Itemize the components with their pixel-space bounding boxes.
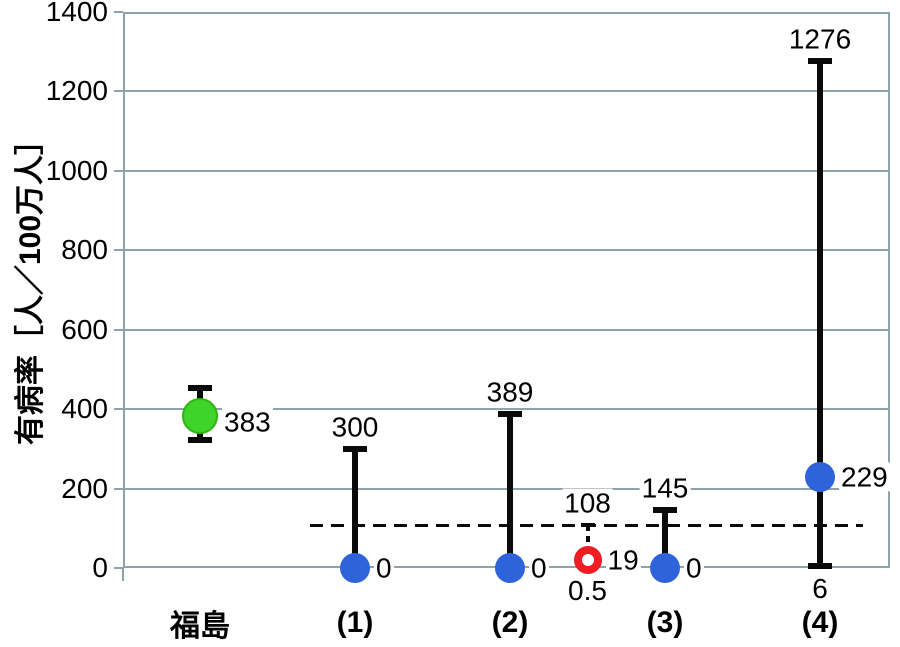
gridline <box>123 169 890 172</box>
error-cap-top-fukushima <box>188 385 212 392</box>
error-cap-top-group-1 <box>343 445 367 452</box>
value-label-group-2: 0 <box>529 552 549 584</box>
marker-fukushima <box>182 397 218 434</box>
error-bar-group-2 <box>507 413 513 568</box>
y-tick <box>114 567 123 569</box>
y-tick-label: 0 <box>92 552 108 583</box>
y-tick-label: 800 <box>61 234 108 266</box>
ci-high-label-group-2: 389 <box>484 376 536 408</box>
y-tick-label: 600 <box>61 313 108 345</box>
ci-high-label-group-1: 300 <box>329 411 381 443</box>
y-tick-label: 200 <box>61 472 108 504</box>
x-axis-label-2: (2) <box>491 606 529 639</box>
error-bar-group-1 <box>352 448 358 568</box>
y-tick <box>114 328 123 331</box>
ci-low-label-group-4: 6 <box>810 572 830 604</box>
y-tick-label: 1200 <box>45 75 108 107</box>
x-axis-label-1: (1) <box>336 606 374 639</box>
error-cap-top-group-3 <box>653 507 677 514</box>
value-label-group-1: 0 <box>374 552 394 584</box>
ci-high-label-group-3: 145 <box>639 473 691 505</box>
y-tick <box>114 169 123 172</box>
error-bar-dashed-unlabeled-open-point <box>585 525 590 549</box>
y-tick <box>114 487 123 490</box>
gridline <box>123 487 890 490</box>
gridline <box>123 328 890 331</box>
ci-high-label-group-4: 1276 <box>786 23 854 55</box>
marker-group-1 <box>340 553 370 583</box>
error-cap-top-unlabeled-open-point <box>580 523 595 528</box>
error-cap-top-group-4 <box>808 58 832 65</box>
gridline <box>123 90 890 93</box>
y-tick <box>114 408 123 411</box>
marker-group-2 <box>495 553 525 583</box>
gridline <box>123 408 890 411</box>
error-bar-group-3 <box>662 510 668 568</box>
y-tick <box>114 11 123 13</box>
x-origin-tick <box>122 568 124 581</box>
y-tick-label: 400 <box>61 393 108 425</box>
value-label-unlabeled-open-point: 19 <box>605 544 641 576</box>
value-label-group-3: 0 <box>684 552 704 584</box>
y-tick <box>114 249 123 252</box>
error-cap-bottom-fukushima <box>188 437 212 444</box>
value-label-group-4: 229 <box>839 461 890 493</box>
marker-unlabeled-open-point <box>573 546 602 575</box>
y-tick-label: 1000 <box>45 154 108 186</box>
error-cap-top-group-2 <box>498 410 522 417</box>
x-axis-label-0: 福島 <box>170 610 230 643</box>
y-tick <box>114 90 123 93</box>
error-bar-group-4 <box>817 61 823 566</box>
y-tick-label: 1400 <box>45 0 108 27</box>
value-label-fukushima: 383 <box>222 406 273 438</box>
error-cap-bottom-group-4 <box>808 562 832 569</box>
marker-group-4 <box>805 462 835 493</box>
x-axis-label-4: (4) <box>801 606 839 639</box>
gridline <box>123 249 890 252</box>
marker-group-3 <box>650 553 680 583</box>
ci-low-label-unlabeled-open-point: 0.5 <box>566 574 609 606</box>
ci-high-label-unlabeled-open-point: 108 <box>562 487 613 519</box>
x-axis-label-3: (3) <box>646 606 684 639</box>
